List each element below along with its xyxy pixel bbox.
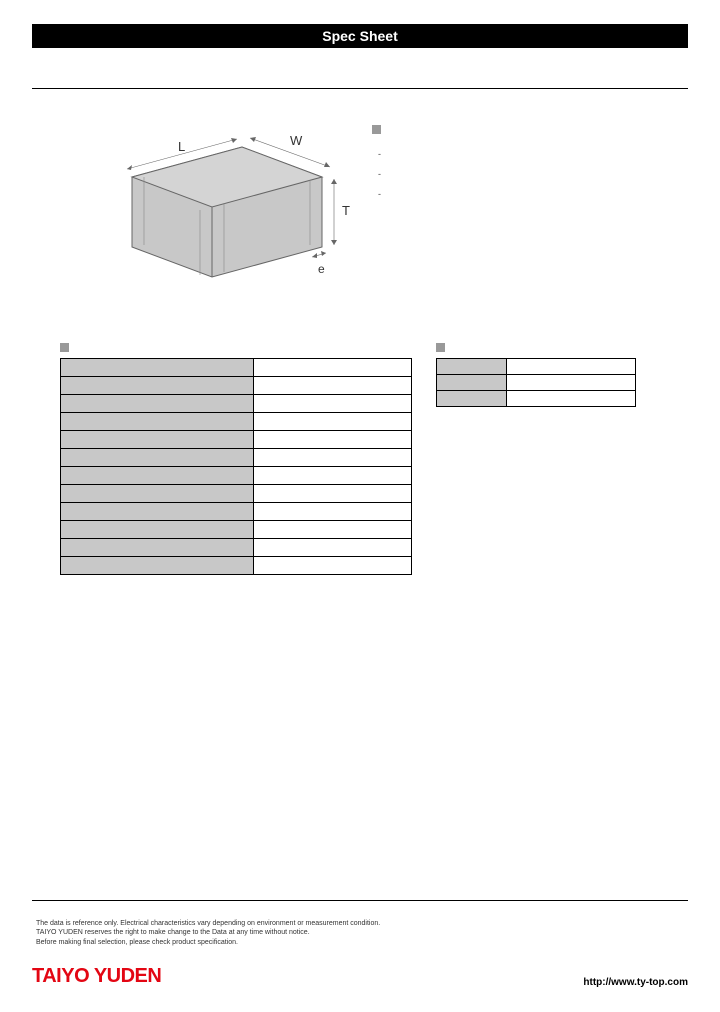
square-bullet-icon [372, 125, 381, 134]
pack-label-cell [437, 391, 507, 407]
spec-label-cell [61, 557, 254, 575]
spec-label-cell [61, 395, 254, 413]
spec-label-cell [61, 521, 254, 539]
spec-value-cell [254, 539, 412, 557]
footer: The data is reference only. Electrical c… [32, 900, 688, 988]
table-row [61, 431, 412, 449]
pack-value-cell [506, 375, 635, 391]
spec-label-cell [61, 449, 254, 467]
spec-label-cell [61, 539, 254, 557]
disclaimer-line: The data is reference only. Electrical c… [36, 919, 688, 928]
brand-logo: TAIYO YUDEN [32, 965, 161, 988]
spec-label-cell [61, 485, 254, 503]
table-row [61, 359, 412, 377]
dim-label-e: e [318, 262, 325, 276]
table-row [437, 391, 636, 407]
pack-value-cell [506, 359, 635, 375]
spec-value-cell [254, 449, 412, 467]
table-row [437, 359, 636, 375]
features-header [372, 121, 688, 139]
table-row [61, 395, 412, 413]
divider-bottom [32, 900, 688, 901]
feature-item: - [378, 169, 688, 179]
table-row [61, 467, 412, 485]
top-section: L W T e - - - [32, 117, 688, 302]
table-row [61, 449, 412, 467]
spec-value-cell [254, 431, 412, 449]
table-row [61, 539, 412, 557]
packaging-table-section [436, 342, 636, 407]
divider-top [32, 88, 688, 89]
dim-label-L: L [178, 139, 185, 154]
disclaimer-line: Before making final selection, please ch… [36, 938, 688, 947]
spec-label-cell [61, 431, 254, 449]
spec-value-cell [254, 413, 412, 431]
spec-value-cell [254, 467, 412, 485]
square-bullet-icon [436, 343, 445, 352]
square-bullet-icon [60, 343, 69, 352]
component-diagram: L W T e [32, 117, 332, 302]
spec-label-cell [61, 359, 254, 377]
spec-value-cell [254, 377, 412, 395]
spec-value-cell [254, 395, 412, 413]
features-block: - - - [372, 117, 688, 302]
pack-value-cell [506, 391, 635, 407]
disclaimer-text: The data is reference only. Electrical c… [32, 919, 688, 947]
spec-table [60, 358, 412, 575]
disclaimer-line: TAIYO YUDEN reserves the right to make c… [36, 928, 688, 937]
table-row [61, 521, 412, 539]
page-title: Spec Sheet [322, 28, 397, 44]
spec-value-cell [254, 503, 412, 521]
table-row [61, 485, 412, 503]
pack-label-cell [437, 375, 507, 391]
dim-label-W: W [290, 133, 303, 148]
spec-label-cell [61, 413, 254, 431]
spec-label-cell [61, 377, 254, 395]
table-row [61, 503, 412, 521]
table-row [437, 375, 636, 391]
dim-label-T: T [342, 203, 350, 218]
spec-label-cell [61, 467, 254, 485]
packaging-table-header [436, 342, 636, 354]
spec-value-cell [254, 557, 412, 575]
spec-table-section [32, 342, 412, 575]
spec-label-cell [61, 503, 254, 521]
spec-table-header [60, 342, 412, 354]
table-row [61, 557, 412, 575]
tables-row [32, 342, 688, 575]
footer-bar: TAIYO YUDEN http://www.ty-top.com [32, 965, 688, 988]
footer-url: http://www.ty-top.com [583, 977, 688, 988]
chip-3d-svg: L W T e [102, 117, 362, 297]
table-row [61, 377, 412, 395]
spec-value-cell [254, 521, 412, 539]
packaging-table [436, 358, 636, 407]
feature-item: - [378, 149, 688, 159]
feature-item: - [378, 189, 688, 199]
pack-label-cell [437, 359, 507, 375]
spec-value-cell [254, 485, 412, 503]
spec-value-cell [254, 359, 412, 377]
page-title-bar: Spec Sheet [32, 24, 688, 48]
table-row [61, 413, 412, 431]
